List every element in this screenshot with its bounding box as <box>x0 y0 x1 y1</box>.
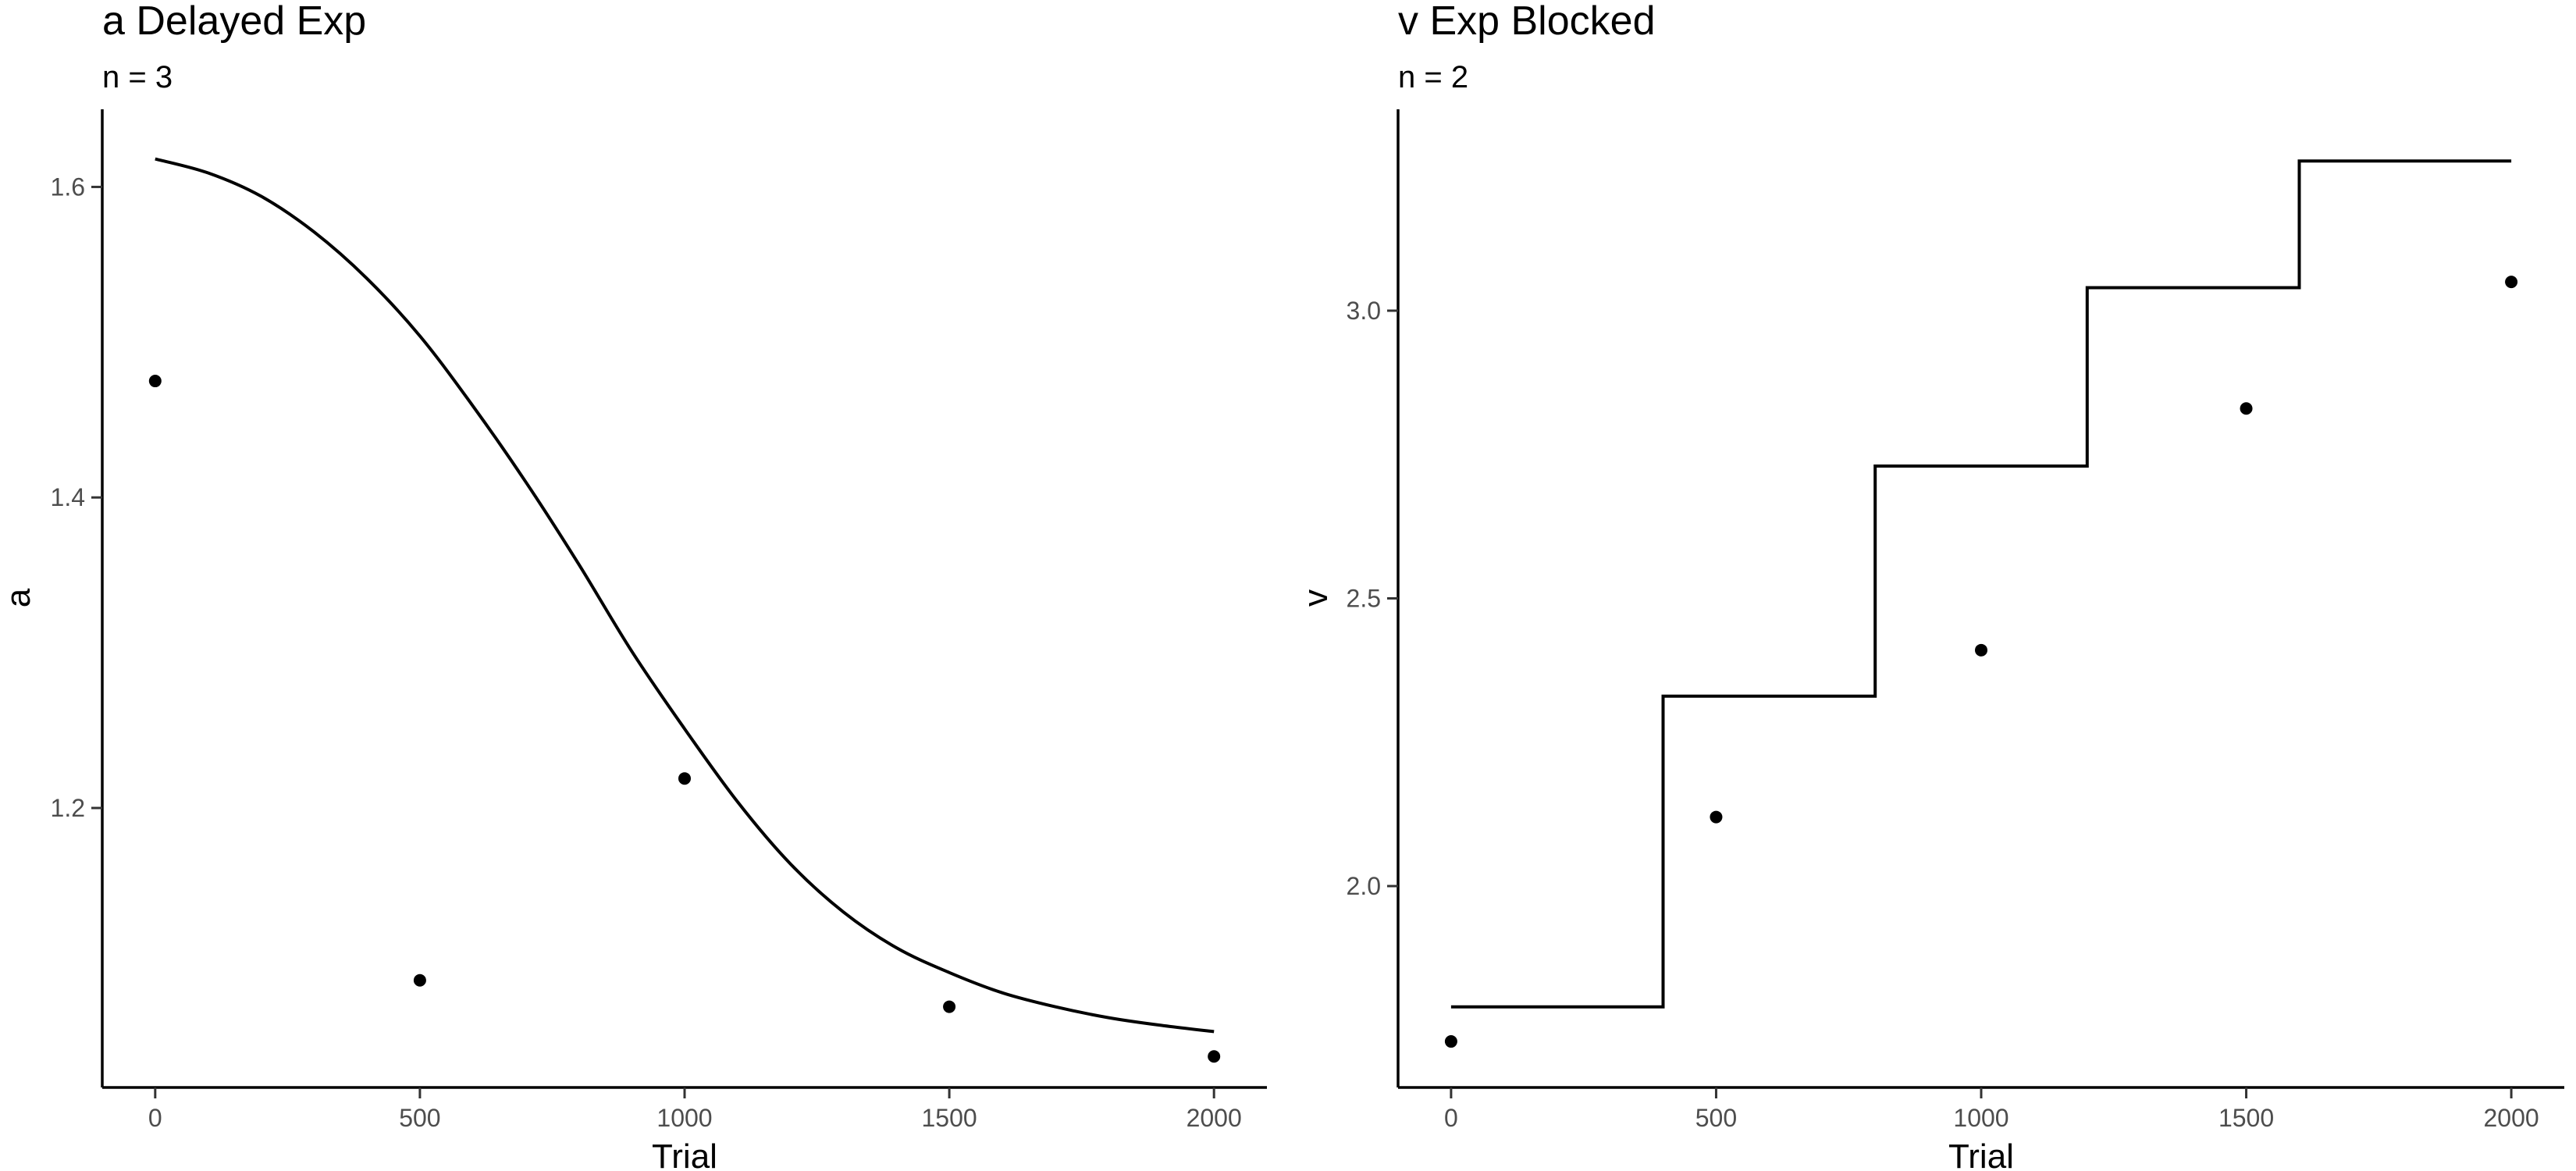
data-point <box>1710 810 1723 824</box>
y-tick-label: 3.0 <box>1347 297 1381 325</box>
x-tick-label: 1500 <box>921 1104 977 1132</box>
data-point <box>2505 276 2518 289</box>
y-axis-title: v <box>1297 589 1335 607</box>
panel-v-exp-blocked: v Exp Blocked n = 2 Trial v 0 500 1000 1500… <box>1297 0 2564 1171</box>
x-tick-label: 0 <box>1444 1104 1458 1132</box>
data-point <box>678 772 691 785</box>
x-tick-label: 2000 <box>1187 1104 1242 1132</box>
y-tick-label: 2.0 <box>1347 872 1381 900</box>
model-line <box>1450 159 2512 1009</box>
x-axis-title: Trial <box>652 1137 717 1171</box>
panel-subtitle: n = 2 <box>1398 60 1468 94</box>
data-point <box>2240 402 2253 415</box>
x-tick-label: 1500 <box>2218 1104 2274 1132</box>
y-tick-label: 1.6 <box>51 173 85 201</box>
y-tick-label: 1.2 <box>51 794 85 822</box>
panel-title: a Delayed Exp <box>102 0 366 44</box>
y-axis-title: a <box>0 588 37 607</box>
x-axis-title: Trial <box>1948 1137 2014 1171</box>
y-tick-label: 2.5 <box>1347 585 1381 613</box>
x-tick-label: 500 <box>399 1104 440 1132</box>
panel-title: v Exp Blocked <box>1398 0 1656 44</box>
panel-a-delayed-exp: a Delayed Exp n = 3 Trial a 0 500 1000 1500… <box>0 0 1267 1171</box>
model-line <box>155 157 1215 1034</box>
data-point <box>943 1000 956 1013</box>
x-tick-label: 1000 <box>1953 1104 2008 1132</box>
y-tick-label: 1.4 <box>51 483 85 511</box>
panel-subtitle: n = 3 <box>102 60 173 94</box>
x-tick-label: 1000 <box>656 1104 712 1132</box>
data-point <box>1975 643 1987 657</box>
x-tick-label: 500 <box>1695 1104 1737 1132</box>
data-point <box>148 375 162 388</box>
x-tick-label: 0 <box>148 1104 162 1132</box>
data-point <box>1444 1035 1457 1048</box>
data-point <box>1208 1050 1221 1063</box>
data-point <box>413 973 426 987</box>
x-tick-label: 2000 <box>2483 1104 2539 1132</box>
